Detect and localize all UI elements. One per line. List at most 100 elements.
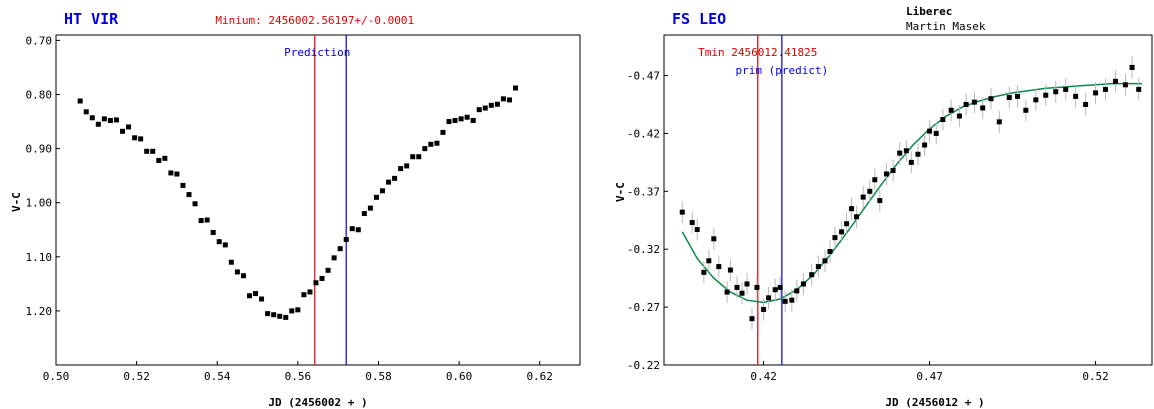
data-point	[289, 308, 294, 313]
data-point	[447, 119, 452, 124]
data-point	[801, 281, 806, 286]
data-point	[816, 264, 821, 269]
data-point	[949, 108, 954, 113]
y-tick-label: -0.22	[627, 359, 660, 372]
observer-name: Martin Masek	[906, 20, 986, 33]
data-point	[823, 258, 828, 263]
data-point	[356, 227, 361, 232]
data-point	[283, 315, 288, 320]
y-tick-label: -0.32	[627, 243, 660, 256]
y-tick-label: -0.27	[627, 301, 660, 314]
data-point	[126, 124, 131, 129]
data-point	[150, 149, 155, 154]
data-point	[809, 272, 814, 277]
data-point	[350, 226, 355, 231]
data-point	[374, 195, 379, 200]
data-point	[778, 285, 783, 290]
data-point	[1113, 79, 1118, 84]
data-point	[877, 198, 882, 203]
data-point	[489, 103, 494, 108]
data-point	[909, 160, 914, 165]
data-point	[320, 276, 325, 281]
data-point	[1033, 97, 1038, 102]
data-point	[972, 100, 977, 105]
data-point	[1136, 87, 1141, 92]
data-point	[1130, 65, 1135, 70]
data-point	[934, 131, 939, 136]
data-point	[108, 118, 113, 123]
data-point	[867, 189, 872, 194]
data-point	[891, 168, 896, 173]
data-point	[90, 115, 95, 120]
data-point	[380, 188, 385, 193]
data-point	[247, 293, 252, 298]
data-point	[265, 311, 270, 316]
data-point	[1063, 87, 1068, 92]
data-point	[827, 249, 832, 254]
data-point	[1083, 102, 1088, 107]
y-axis-label: V-C	[614, 182, 627, 202]
data-point	[854, 214, 859, 219]
data-point	[193, 201, 198, 206]
data-point	[102, 116, 107, 121]
data-point	[465, 115, 470, 120]
data-point	[904, 148, 909, 153]
x-tick-label: 0.47	[916, 370, 943, 383]
data-point	[96, 122, 101, 127]
data-point	[338, 246, 343, 251]
data-point	[988, 96, 993, 101]
data-point	[368, 206, 373, 211]
data-point	[980, 105, 985, 110]
plot-frame	[664, 35, 1152, 365]
data-point	[997, 119, 1002, 124]
data-point	[766, 295, 771, 300]
data-point	[386, 180, 391, 185]
data-point	[187, 192, 192, 197]
data-point	[78, 99, 83, 104]
data-point	[783, 299, 788, 304]
data-point	[229, 260, 234, 265]
data-point	[132, 135, 137, 140]
data-point	[120, 129, 125, 134]
data-point	[477, 107, 482, 112]
data-point	[362, 211, 367, 216]
data-point	[162, 156, 167, 161]
data-point	[1123, 82, 1128, 87]
data-point	[706, 258, 711, 263]
x-tick-label: 0.42	[750, 370, 777, 383]
data-point	[332, 255, 337, 260]
data-point	[307, 289, 312, 294]
data-point	[690, 220, 695, 225]
x-tick-label: 0.52	[1082, 370, 1109, 383]
data-point	[410, 154, 415, 159]
data-point	[1007, 95, 1012, 100]
data-point	[259, 297, 264, 302]
data-point	[680, 210, 685, 215]
data-point	[174, 172, 179, 177]
data-point	[144, 149, 149, 154]
chart-title: HT VIR	[64, 10, 119, 28]
data-point	[761, 307, 766, 312]
data-point	[789, 298, 794, 303]
x-tick-label: 0.54	[204, 370, 231, 383]
data-point	[404, 163, 409, 168]
data-point	[168, 170, 173, 175]
blue-marker-label: prim (predict)	[735, 64, 828, 77]
data-point	[749, 316, 754, 321]
data-point	[964, 102, 969, 107]
y-tick-label: -0.37	[627, 185, 660, 198]
data-point	[1043, 93, 1048, 98]
data-point	[861, 195, 866, 200]
plot-frame	[56, 35, 580, 365]
data-point	[716, 264, 721, 269]
data-point	[844, 221, 849, 226]
data-point	[398, 166, 403, 171]
data-point	[453, 118, 458, 123]
y-tick-label: 0.70	[26, 34, 53, 47]
blue-marker-label: Prediction	[284, 46, 350, 59]
data-point	[884, 171, 889, 176]
data-point	[927, 129, 932, 134]
data-point	[735, 285, 740, 290]
data-point	[434, 141, 439, 146]
